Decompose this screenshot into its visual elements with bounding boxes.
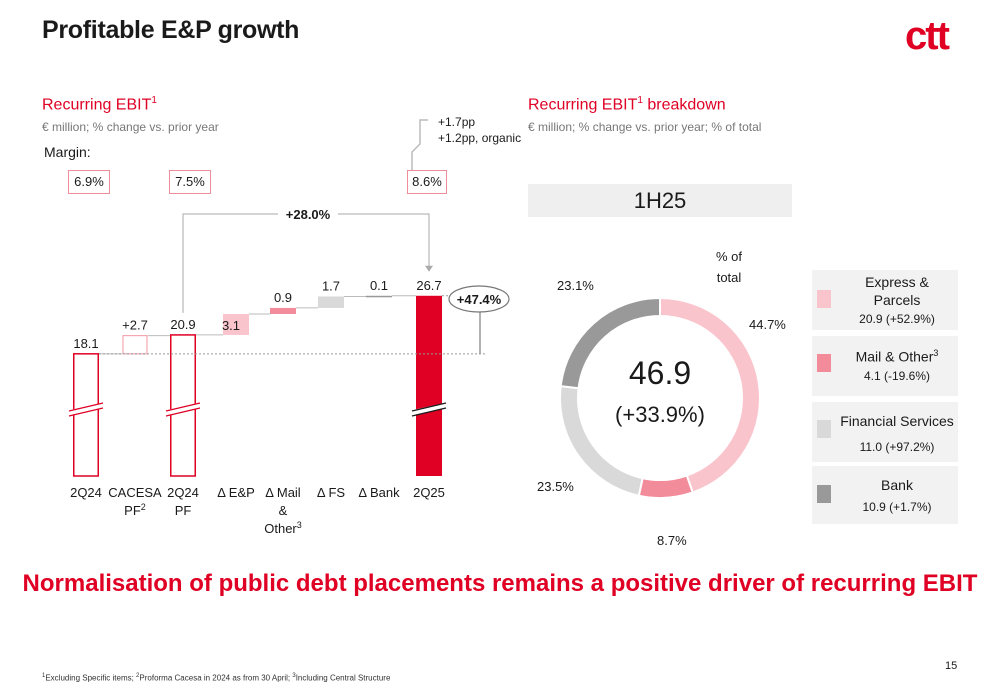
footnote-text: Including Central Structure	[295, 673, 391, 683]
margin-note-connector	[411, 119, 428, 170]
slice-share-label-bank: 23.1%	[557, 278, 594, 293]
bar-2q25	[416, 295, 442, 476]
category-label-2q25: 2Q25	[413, 485, 445, 500]
category-label-cacesa-pf: CACESA PF2	[108, 485, 162, 518]
category-label-2q24-pf: 2Q24 PF	[167, 485, 199, 518]
pct-of-total-label: % of total	[716, 246, 742, 288]
category-label-mail-other: Δ Mail & Other3	[264, 485, 302, 536]
tagline: Normalisation of public debt placements …	[22, 570, 978, 597]
footnote-marker: 2	[136, 673, 140, 679]
legend-item-financial-services: Financial Services 11.0 (+97.2%)	[812, 402, 958, 462]
right-subtitle: € million; % change vs. prior year; % of…	[528, 120, 762, 134]
margin-badge-2q24pf: 7.5%	[169, 170, 211, 194]
donut-slice-bank	[559, 296, 661, 390]
axis-break-mask	[410, 402, 448, 416]
legend-value: 20.9 (+52.9%)	[859, 312, 935, 326]
legend-name: Bank	[881, 477, 913, 493]
axis-break-mark	[68, 407, 104, 417]
bar-value-label-2q24: 18.1	[73, 336, 98, 351]
growth-pf-label: +28.0%	[286, 207, 331, 222]
footnote-text: Proforma Cacesa in 2024 as from 30 April…	[139, 673, 293, 683]
growth-total-bubble	[448, 285, 510, 313]
category-label-fs: Δ FS	[317, 485, 346, 500]
legend-name: Financial Services	[840, 413, 954, 429]
bar-value-label-2q25: 26.7	[416, 278, 441, 293]
margin-badge-2q25: 8.6%	[407, 170, 447, 194]
legend-swatch	[817, 290, 831, 308]
category-label-bank: Δ Bank	[358, 485, 400, 500]
left-heading-text: Recurring EBIT	[42, 96, 152, 114]
bar-value-label-e-p: 3.1	[222, 318, 240, 333]
donut-center-value: 46.9	[628, 355, 692, 391]
footnote: 1Excluding Specific items; 2Proforma Cac…	[42, 673, 390, 683]
right-heading-tail: breakdown	[642, 96, 726, 114]
bar-value-label-cacesa-pf: +2.7	[122, 318, 148, 333]
legend-item-express-parcels: Express & Parcels 20.9 (+52.9%)	[812, 270, 958, 330]
bar-bank	[366, 295, 392, 298]
legend-value: 10.9 (+1.7%)	[862, 500, 932, 514]
axis-break-mark	[165, 402, 201, 412]
left-subtitle: € million; % change vs. prior year	[42, 120, 219, 134]
right-heading-text: Recurring EBIT	[528, 96, 638, 114]
growth-pf-bracket	[182, 213, 430, 313]
margin-change-organic: +1.2pp, organic	[438, 131, 522, 145]
margin-change-note: +1.7pp +1.2pp, organic	[438, 114, 521, 146]
bar-mail-other	[270, 307, 296, 314]
bar-value-label-fs: 1.7	[322, 278, 340, 293]
waterfall-chart: 18.1 2Q24 +2.7 CACESA PF2 20.9 2Q24 PF 3.1 Δ E&P 0…	[67, 205, 510, 536]
legend-name: Express & Parcels	[865, 274, 929, 308]
legend-item-mail-other: Mail & Other3 4.1 (-19.6%)	[812, 336, 958, 396]
pct-of-total-line2: total	[716, 270, 742, 285]
bar-value-label-2q24-pf: 20.9	[170, 317, 195, 332]
slice-share-label-express-parcels: 44.7%	[749, 317, 786, 332]
bar-cacesa-pf	[122, 335, 148, 355]
left-heading: Recurring EBIT1	[42, 95, 157, 114]
footnote-marker: 1	[42, 673, 46, 679]
legend-name-text: Mail & Other	[855, 348, 934, 365]
donut-slice-express-parcels	[659, 296, 761, 494]
bar-fs	[318, 296, 344, 308]
axis-break-mask	[164, 402, 202, 416]
axis-break-mark	[165, 407, 201, 417]
axis-break-mark	[68, 402, 104, 412]
bar-value-label-mail-other: 0.9	[274, 290, 292, 305]
legend-value: 4.1 (-19.6%)	[863, 369, 931, 383]
axis-break-mask	[67, 402, 105, 416]
category-label-e-p: Δ E&P	[217, 485, 255, 500]
growth-pf-arrowhead	[425, 265, 433, 272]
page-title: Profitable E&P growth	[42, 16, 300, 44]
donut-chart	[559, 296, 761, 499]
axis-break-mark	[411, 402, 447, 412]
footnote-text: Excluding Specific items;	[45, 673, 137, 683]
bar-2q24	[73, 353, 99, 477]
left-heading-sup: 1	[151, 95, 157, 106]
legend-item-bank: Bank 10.9 (+1.7%)	[812, 466, 958, 524]
bar-e-p	[223, 314, 249, 335]
period-label: 1H25	[528, 184, 792, 217]
margin-label: Margin:	[44, 144, 91, 160]
ctt-logo: ctt	[905, 14, 950, 58]
legend-value: 11.0 (+97.2%)	[859, 440, 935, 454]
legend-name: Mail & Other3	[838, 344, 956, 366]
slice-share-label-mail-other: 8.7%	[657, 533, 687, 548]
growth-pf-label-bg	[278, 205, 338, 223]
legend-name-sup: 3	[933, 348, 939, 358]
growth-total-label: +47.4%	[457, 292, 502, 307]
margin-badge-2q24: 6.9%	[68, 170, 110, 194]
axis-break-mark	[411, 407, 447, 417]
category-label-2q24: 2Q24	[70, 485, 102, 500]
margin-change-total: +1.7pp	[438, 115, 476, 129]
pct-of-total-line1: % of	[716, 249, 743, 264]
slice-share-label-financial-services: 23.5%	[537, 479, 574, 494]
page-number: 15	[945, 660, 958, 672]
footnote-marker: 3	[292, 673, 296, 679]
donut-slice-mail-other	[637, 474, 694, 499]
right-heading: Recurring EBIT1 breakdown	[528, 95, 726, 114]
legend-swatch	[817, 354, 831, 372]
right-heading-sup: 1	[637, 95, 643, 106]
legend-swatch	[817, 420, 831, 438]
bar-value-label-bank: 0.1	[370, 278, 388, 293]
legend-swatch	[817, 485, 831, 503]
donut-center-change: (+33.9%)	[615, 402, 705, 427]
